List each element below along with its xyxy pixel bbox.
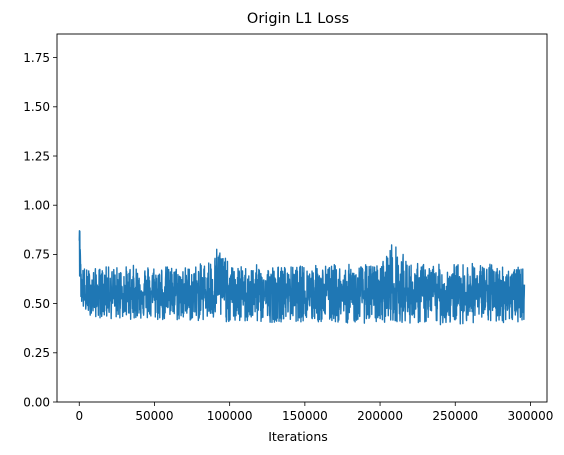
y-tick-label: 1.50	[23, 100, 50, 114]
y-tick-label: 1.25	[23, 149, 50, 163]
x-tick-label: 50000	[135, 409, 173, 423]
y-tick-label: 0.50	[23, 297, 50, 311]
series-layer	[78, 230, 526, 326]
y-tick-label: 1.75	[23, 51, 50, 65]
plot-area	[56, 33, 548, 403]
x-tick-label: 150000	[282, 409, 328, 423]
x-tick-label: 250000	[432, 409, 478, 423]
x-tick-label: 200000	[357, 409, 403, 423]
chart-title: Origin L1 Loss	[247, 11, 349, 27]
x-tick-label: 300000	[508, 409, 554, 423]
loss-series-line	[78, 230, 526, 326]
x-tick-label: 0	[75, 409, 83, 423]
y-tick-label: 1.00	[23, 199, 50, 213]
x-axis: 0 50000 100000 150000 200000 250000 300000	[75, 402, 553, 423]
x-tick-label: 100000	[207, 409, 253, 423]
y-axis: 0.00 0.25 0.50 0.75 1.00 1.25 1.50 1.75	[23, 51, 57, 409]
y-tick-label: 0.75	[23, 248, 50, 262]
y-tick-label: 0.00	[23, 395, 50, 409]
x-axis-label: Iterations	[268, 429, 328, 444]
axes-frame	[56, 33, 548, 403]
y-tick-label: 0.25	[23, 346, 50, 360]
